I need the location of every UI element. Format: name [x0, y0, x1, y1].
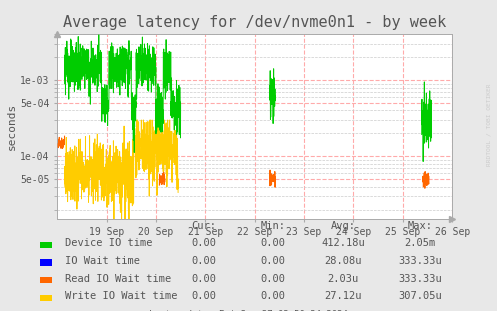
Text: Read IO Wait time: Read IO Wait time	[65, 274, 171, 284]
Text: 0.00: 0.00	[191, 291, 216, 301]
Text: Min:: Min:	[261, 220, 286, 230]
Text: 0.00: 0.00	[261, 256, 286, 266]
Text: RRDTOOL / TOBI OETIKER: RRDTOOL / TOBI OETIKER	[486, 83, 491, 166]
Text: Write IO Wait time: Write IO Wait time	[65, 291, 177, 301]
Text: 0.00: 0.00	[261, 238, 286, 248]
Text: Device IO time: Device IO time	[65, 238, 152, 248]
Y-axis label: seconds: seconds	[7, 103, 17, 150]
Text: 0.00: 0.00	[191, 238, 216, 248]
Text: Cur:: Cur:	[191, 220, 216, 230]
Text: Max:: Max:	[408, 220, 432, 230]
Text: 412.18u: 412.18u	[321, 238, 365, 248]
Text: 0.00: 0.00	[261, 274, 286, 284]
Text: Avg:: Avg:	[331, 220, 355, 230]
Text: 28.08u: 28.08u	[324, 256, 362, 266]
Text: 2.03u: 2.03u	[328, 274, 358, 284]
Text: 333.33u: 333.33u	[398, 256, 442, 266]
Text: 333.33u: 333.33u	[398, 274, 442, 284]
Text: 0.00: 0.00	[191, 256, 216, 266]
Text: 27.12u: 27.12u	[324, 291, 362, 301]
Title: Average latency for /dev/nvme0n1 - by week: Average latency for /dev/nvme0n1 - by we…	[63, 15, 446, 30]
Text: 2.05m: 2.05m	[405, 238, 435, 248]
Text: IO Wait time: IO Wait time	[65, 256, 140, 266]
Text: 0.00: 0.00	[191, 274, 216, 284]
Text: 0.00: 0.00	[261, 291, 286, 301]
Text: 307.05u: 307.05u	[398, 291, 442, 301]
Text: Last update: Fri Sep 27 02:50:34 2024: Last update: Fri Sep 27 02:50:34 2024	[149, 310, 348, 311]
